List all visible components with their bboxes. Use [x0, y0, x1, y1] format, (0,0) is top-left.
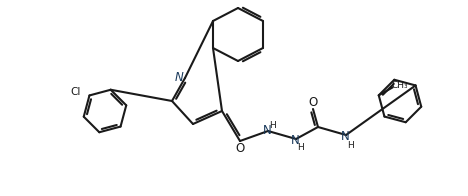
Text: N: N: [291, 133, 300, 146]
Text: N: N: [341, 131, 350, 143]
Text: O: O: [235, 142, 245, 155]
Text: H: H: [347, 141, 353, 150]
Text: Cl: Cl: [70, 87, 80, 97]
Text: H: H: [297, 143, 303, 152]
Text: CH₃: CH₃: [391, 81, 408, 90]
Text: N: N: [175, 71, 183, 83]
Text: O: O: [308, 95, 318, 109]
Text: N: N: [263, 123, 271, 136]
Text: H: H: [269, 121, 275, 130]
